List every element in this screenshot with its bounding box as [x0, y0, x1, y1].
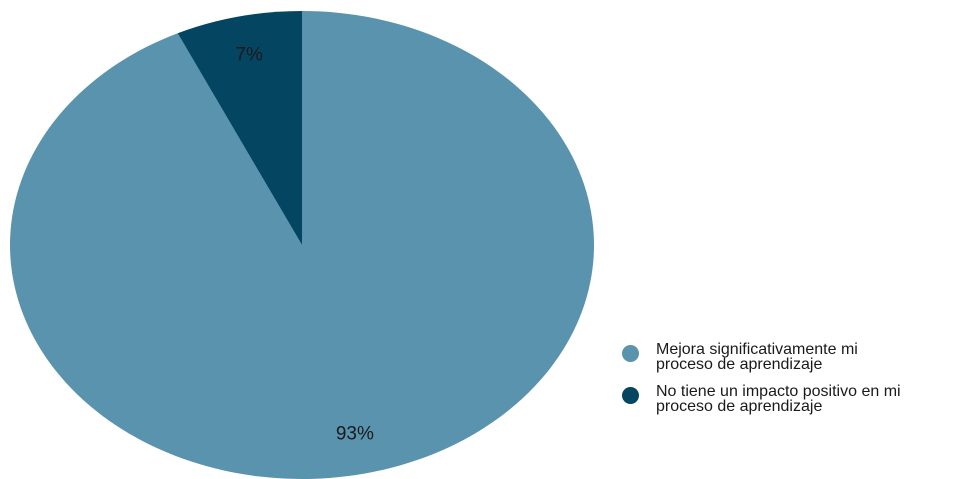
legend-item-mejora: Mejora significativamente mi proceso de …	[622, 341, 979, 373]
pie-value-label-mejora: 93%	[336, 424, 374, 445]
legend-swatch-no-impacto	[622, 387, 639, 404]
legend-label-no-impacto: No tiene un impacto positivo en mi proce…	[656, 383, 901, 415]
legend-label-mejora: Mejora significativamente mi proceso de …	[656, 341, 858, 373]
pie-slices	[9, 10, 595, 479]
pie-slice-no-impacto	[177, 10, 302, 245]
chart-legend: Mejora significativamente mi proceso de …	[622, 342, 979, 426]
pie-value-label-no-impacto: 7%	[235, 44, 263, 65]
legend-swatch-mejora	[622, 345, 639, 362]
pie-value-labels: 93% 7%	[235, 44, 374, 444]
legend-item-no-impacto: No tiene un impacto positivo en mi proce…	[622, 383, 979, 415]
